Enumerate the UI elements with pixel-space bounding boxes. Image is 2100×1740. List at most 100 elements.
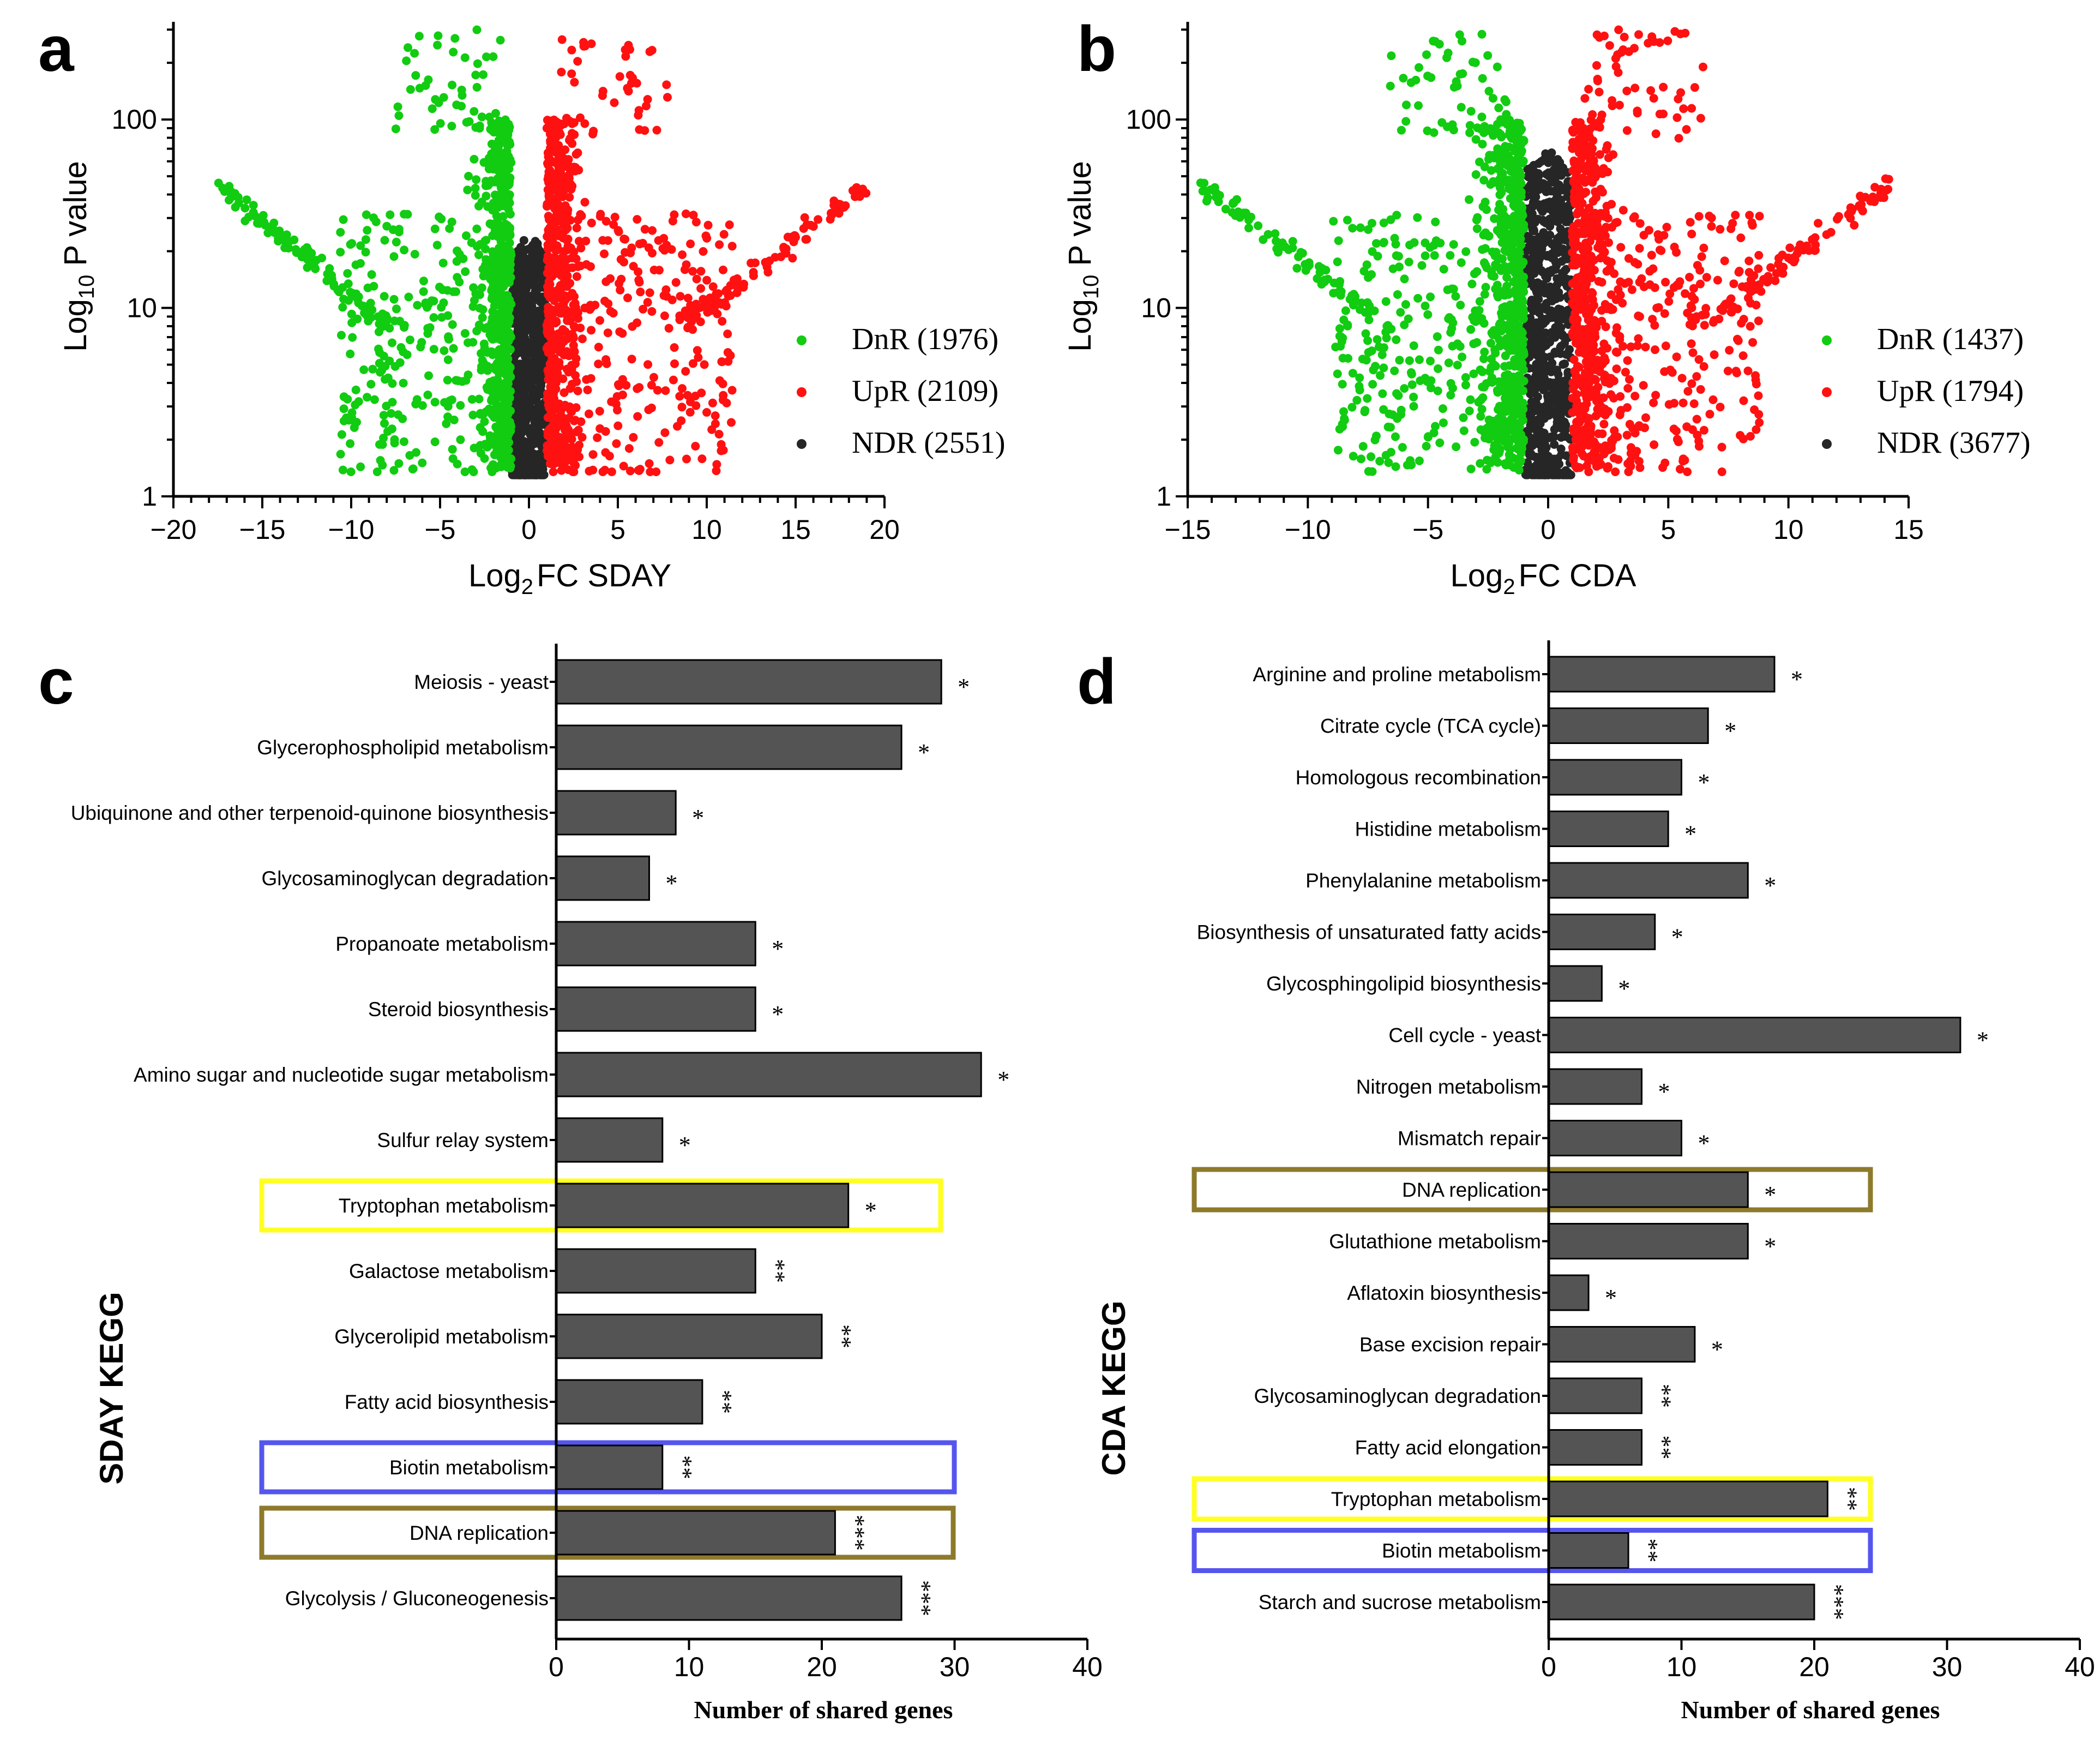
point-upr <box>1608 436 1617 446</box>
point-ndr <box>1563 349 1572 358</box>
point-upr <box>639 304 648 314</box>
point-dnr <box>385 323 394 333</box>
point-dnr <box>1364 315 1374 325</box>
point-upr <box>800 213 809 222</box>
point-dnr <box>1513 445 1523 454</box>
point-ndr <box>529 375 539 384</box>
point-dnr <box>480 261 490 270</box>
point-ndr <box>516 286 525 295</box>
y-tick-label: 1 <box>142 481 157 512</box>
point-dnr <box>1480 347 1489 357</box>
point-dnr <box>503 295 512 304</box>
point-dnr <box>381 362 390 371</box>
point-upr <box>1648 315 1657 324</box>
point-dnr <box>461 267 470 276</box>
point-dnr <box>1493 280 1502 290</box>
point-dnr <box>380 236 389 245</box>
point-dnr <box>347 309 356 319</box>
point-dnr <box>504 418 513 428</box>
point-dnr <box>462 118 471 127</box>
point-dnr <box>1518 159 1527 168</box>
point-dnr <box>442 419 451 428</box>
point-upr <box>544 277 553 286</box>
point-dnr <box>1517 409 1526 418</box>
point-dnr <box>433 40 442 50</box>
point-upr <box>1653 230 1663 239</box>
point-dnr <box>303 255 312 264</box>
point-dnr <box>375 440 384 449</box>
point-dnr <box>1494 405 1503 414</box>
point-dnr <box>1334 236 1343 245</box>
point-dnr <box>1451 292 1460 301</box>
point-upr <box>1687 303 1696 313</box>
point-upr <box>569 322 579 331</box>
point-upr <box>587 303 596 313</box>
point-upr <box>717 299 726 309</box>
point-upr <box>562 451 571 460</box>
point-upr <box>570 130 579 139</box>
point-upr <box>652 467 661 476</box>
point-dnr <box>471 191 480 200</box>
point-dnr <box>438 285 447 295</box>
point-dnr <box>1379 343 1388 352</box>
point-dnr <box>1357 454 1365 464</box>
point-upr <box>548 123 557 133</box>
point-upr <box>581 236 591 245</box>
point-dnr <box>363 393 372 402</box>
point-dnr <box>1409 341 1418 350</box>
point-upr <box>593 433 602 442</box>
point-dnr <box>1373 335 1382 344</box>
point-ndr <box>1542 304 1551 314</box>
point-upr <box>1744 293 1753 303</box>
point-ndr <box>529 259 539 268</box>
point-dnr <box>1358 355 1367 364</box>
point-ndr <box>516 243 525 252</box>
point-ndr <box>1551 349 1560 358</box>
point-upr <box>1568 408 1577 417</box>
point-dnr <box>347 408 357 417</box>
point-dnr <box>415 83 424 93</box>
point-dnr <box>467 238 476 247</box>
point-dnr <box>1356 223 1365 232</box>
point-dnr <box>1515 179 1525 189</box>
point-dnr <box>1355 386 1364 395</box>
point-dnr <box>1500 362 1509 371</box>
point-dnr <box>1495 200 1505 209</box>
point-upr <box>559 388 569 397</box>
point-upr <box>1699 62 1707 71</box>
point-dnr <box>1461 373 1470 382</box>
point-dnr <box>1490 251 1500 260</box>
point-dnr <box>489 460 498 469</box>
point-upr <box>1639 381 1648 390</box>
point-dnr <box>1427 73 1436 82</box>
point-dnr <box>1502 110 1511 119</box>
point-dnr <box>351 260 360 269</box>
point-dnr <box>353 314 362 323</box>
point-upr <box>697 454 707 464</box>
point-upr <box>1672 435 1682 444</box>
point-dnr <box>1388 264 1398 273</box>
point-upr <box>1623 383 1633 393</box>
point-dnr <box>399 437 408 446</box>
point-ndr <box>512 320 521 329</box>
point-upr <box>1630 212 1639 221</box>
point-dnr <box>1517 279 1526 288</box>
point-dnr <box>1517 223 1526 232</box>
point-dnr <box>499 367 508 376</box>
point-dnr <box>244 212 254 221</box>
point-ndr <box>1527 296 1536 304</box>
point-upr <box>555 175 564 184</box>
point-dnr <box>1431 217 1440 226</box>
point-upr <box>595 406 604 416</box>
point-dnr <box>460 467 470 476</box>
point-dnr <box>503 200 512 209</box>
point-upr <box>647 381 656 390</box>
point-ndr <box>1543 453 1552 463</box>
point-dnr <box>454 376 462 385</box>
point-dnr <box>1433 332 1442 341</box>
point-dnr <box>439 298 448 308</box>
point-upr <box>1645 267 1654 276</box>
point-ndr <box>1562 470 1571 479</box>
point-dnr <box>1409 392 1418 401</box>
point-dnr <box>1393 290 1402 299</box>
